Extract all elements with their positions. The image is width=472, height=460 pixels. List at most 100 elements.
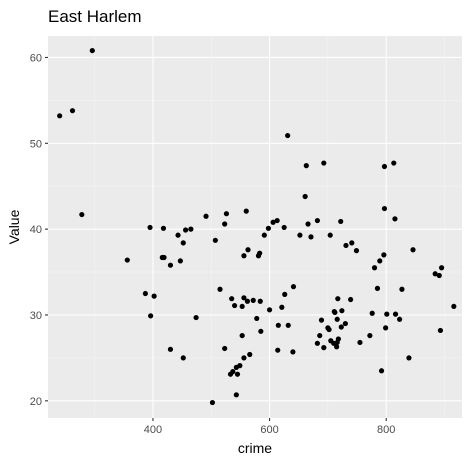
- data-point: [148, 313, 154, 319]
- data-point: [250, 297, 256, 303]
- data-point: [167, 262, 174, 268]
- data-point: [378, 368, 385, 374]
- y-axis: 20 30 40 50 60: [30, 52, 48, 408]
- y-tick-label: 30: [30, 310, 42, 322]
- data-point: [374, 285, 381, 291]
- data-point: [381, 163, 388, 170]
- data-point: [432, 271, 438, 277]
- data-point: [308, 234, 314, 240]
- data-point: [175, 232, 181, 238]
- data-point: [151, 293, 157, 299]
- x-axis: 400 600 800: [144, 418, 395, 436]
- y-tick-label: 20: [30, 396, 42, 408]
- data-point: [285, 322, 291, 328]
- data-point: [231, 302, 238, 309]
- data-point: [339, 308, 345, 314]
- data-point: [285, 132, 291, 139]
- data-point: [237, 363, 243, 369]
- data-point: [177, 258, 183, 264]
- data-point: [217, 286, 223, 292]
- data-point: [349, 240, 355, 246]
- data-point: [180, 240, 186, 246]
- data-point: [243, 208, 249, 214]
- x-tick-label: 600: [260, 424, 278, 436]
- data-point: [326, 326, 332, 333]
- data-point: [57, 113, 63, 119]
- data-point: [183, 227, 189, 233]
- data-point: [203, 213, 209, 219]
- data-point: [451, 303, 457, 310]
- data-point: [321, 345, 327, 351]
- data-point: [275, 322, 281, 328]
- data-point: [233, 392, 239, 398]
- data-point: [142, 290, 148, 297]
- data-point: [247, 351, 253, 358]
- data-points: [57, 47, 457, 406]
- data-point: [343, 242, 349, 249]
- data-point: [297, 232, 303, 238]
- data-point: [381, 205, 388, 212]
- minor-gridlines: [48, 36, 462, 418]
- data-point: [348, 296, 354, 303]
- data-point: [79, 211, 85, 218]
- data-point: [222, 221, 228, 227]
- data-point: [314, 217, 320, 224]
- data-point: [290, 284, 297, 290]
- data-point: [410, 247, 416, 253]
- data-point: [258, 328, 264, 334]
- data-point: [391, 160, 397, 166]
- data-point: [353, 248, 360, 254]
- data-point: [89, 47, 95, 54]
- data-point: [193, 314, 199, 321]
- data-point: [212, 237, 218, 243]
- data-point: [318, 317, 325, 323]
- y-axis-title: Value: [6, 209, 22, 244]
- data-point: [239, 332, 245, 339]
- data-point: [261, 232, 267, 238]
- data-point: [383, 325, 389, 331]
- data-point: [188, 226, 194, 232]
- y-tick-label: 60: [30, 52, 42, 64]
- major-gridlines: [48, 36, 462, 418]
- data-point: [234, 371, 241, 377]
- data-point: [381, 252, 387, 258]
- data-point: [254, 315, 260, 322]
- data-point: [305, 221, 311, 227]
- data-point: [241, 355, 247, 361]
- data-point: [241, 253, 247, 259]
- data-point: [69, 108, 76, 114]
- data-point: [302, 193, 308, 200]
- data-point: [335, 336, 341, 342]
- data-point: [399, 286, 405, 292]
- data-point: [334, 344, 340, 350]
- data-point: [161, 254, 167, 261]
- x-tick-label: 400: [144, 424, 162, 436]
- y-tick-label: 40: [30, 224, 42, 236]
- data-point: [229, 296, 235, 302]
- data-point: [167, 346, 174, 352]
- data-point: [314, 340, 320, 346]
- data-point: [384, 311, 390, 317]
- data-point: [257, 298, 263, 304]
- data-point: [369, 310, 375, 316]
- data-point: [160, 225, 167, 231]
- data-point: [436, 272, 442, 279]
- data-point: [222, 345, 228, 352]
- data-point: [397, 316, 403, 322]
- data-point: [282, 291, 288, 297]
- data-point: [335, 296, 341, 302]
- data-point: [334, 316, 340, 322]
- data-point: [290, 349, 296, 355]
- y-tick-label: 50: [30, 138, 42, 150]
- x-tick-label: 800: [377, 424, 395, 436]
- data-point: [209, 399, 216, 406]
- data-point: [371, 265, 378, 271]
- data-point: [180, 355, 186, 361]
- data-point: [392, 216, 398, 222]
- data-point: [317, 332, 323, 339]
- data-point: [338, 218, 344, 225]
- data-point: [257, 250, 263, 256]
- data-point: [274, 217, 280, 224]
